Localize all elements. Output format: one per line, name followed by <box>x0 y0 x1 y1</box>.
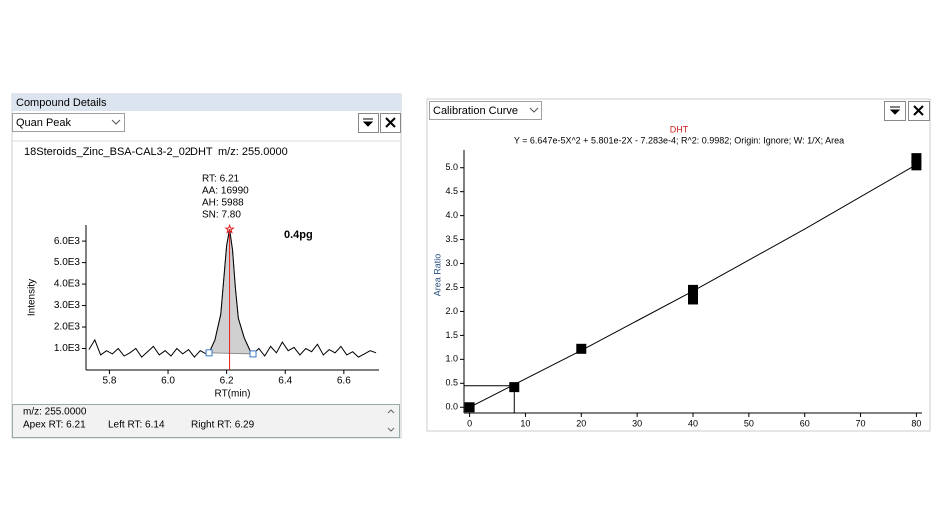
y-tick-label: 1.0E3 <box>54 343 81 354</box>
panel-header <box>12 94 401 111</box>
close-icon <box>385 117 396 128</box>
peak-bound <box>249 350 257 358</box>
amount-note: 0.4pg <box>284 229 313 241</box>
y-axis-label: Area Ratio <box>432 254 442 297</box>
calibration-point <box>576 343 587 354</box>
x-tick-label: 6.2 <box>220 376 234 387</box>
panel <box>426 98 931 432</box>
y-tick-label: 6.0E3 <box>54 236 81 247</box>
dropdown-label: Calibration Curve <box>433 105 518 117</box>
peak-annotation: SN: 7.80 <box>202 210 241 221</box>
dropdown-label: Quan Peak <box>16 117 72 129</box>
y-tick-label: 0.5 <box>445 378 458 388</box>
calibration-point <box>911 153 922 164</box>
peak-annotation: RT: 6.21 <box>202 174 239 185</box>
x-tick-label: 70 <box>856 418 866 428</box>
x-tick-label: 50 <box>744 418 754 428</box>
x-tick-label: 6.4 <box>278 376 292 387</box>
chart-subtitle: Y = 6.647e-5X^2 + 5.801e-2X - 7.283e-4; … <box>514 135 844 145</box>
info-box <box>12 404 400 438</box>
panel <box>11 93 402 439</box>
chevron <box>529 107 539 113</box>
x-tick-label: 6.6 <box>337 376 351 387</box>
y-tick-label: 1.5 <box>445 330 458 340</box>
y-tick-label: 3.5 <box>445 234 458 244</box>
chevron <box>111 119 121 125</box>
dropdown[interactable] <box>12 113 125 132</box>
y-tick-label: 4.0 <box>445 210 458 220</box>
y-tick-label: 0.0 <box>445 402 458 412</box>
y-tick-label: 4.0E3 <box>54 279 81 290</box>
peak-bound <box>205 349 213 357</box>
y-tick-label: 4.5 <box>445 186 458 196</box>
info-apex: Apex RT: 6.21 <box>23 420 86 431</box>
apex-star <box>224 223 235 234</box>
y-tick-label: 1.0 <box>445 354 458 364</box>
chart-title: DHT <box>670 124 689 134</box>
x-tick-label: 80 <box>911 418 921 428</box>
y-tick-label: 2.0E3 <box>54 322 81 333</box>
peak-annotation: AH: 5988 <box>202 198 244 209</box>
panel-title: Compound Details <box>16 97 107 109</box>
calibration-point <box>911 160 922 171</box>
compound: DHT <box>190 146 213 158</box>
y-tick-label: 3.0E3 <box>54 300 81 311</box>
calibration-point <box>688 284 698 295</box>
x-tick-label: 20 <box>576 418 586 428</box>
x-tick-label: 40 <box>688 418 698 428</box>
y-tick-label: 3.0 <box>445 258 458 268</box>
calibration-point <box>688 294 698 305</box>
x-axis-label: RT(min) <box>215 389 251 400</box>
dropdown[interactable] <box>429 101 542 120</box>
calibration-point <box>464 402 475 413</box>
close-icon <box>913 105 924 116</box>
mz: m/z: 255.0000 <box>218 146 288 158</box>
info-right: Right RT: 6.29 <box>191 420 255 431</box>
x-tick-label: 0 <box>467 418 472 428</box>
filter-icon <box>889 106 901 115</box>
y-tick-label: 2.0 <box>445 306 458 316</box>
y-tick-label: 5.0 <box>445 162 458 172</box>
x-tick-label: 30 <box>632 418 642 428</box>
chromatogram <box>88 229 377 358</box>
x-tick-label: 6.0 <box>161 376 175 387</box>
peak-annotation: AA: 16990 <box>202 186 249 197</box>
y-tick-label: 2.5 <box>445 282 458 292</box>
info-left: Left RT: 6.14 <box>108 420 165 431</box>
scroll-arrows[interactable] <box>387 409 395 432</box>
x-tick-label: 60 <box>800 418 810 428</box>
info-mz: m/z: 255.0000 <box>23 407 87 418</box>
filter-icon <box>362 118 374 127</box>
x-tick-label: 10 <box>520 418 530 428</box>
y-tick-label: 5.0E3 <box>54 257 81 268</box>
calibration-point <box>509 382 520 393</box>
x-tick-label: 5.8 <box>102 376 116 387</box>
sample-name: 18Steroids_Zinc_BSA-CAL3-2_02 <box>24 146 191 158</box>
y-axis-label: Intensity <box>27 279 38 316</box>
